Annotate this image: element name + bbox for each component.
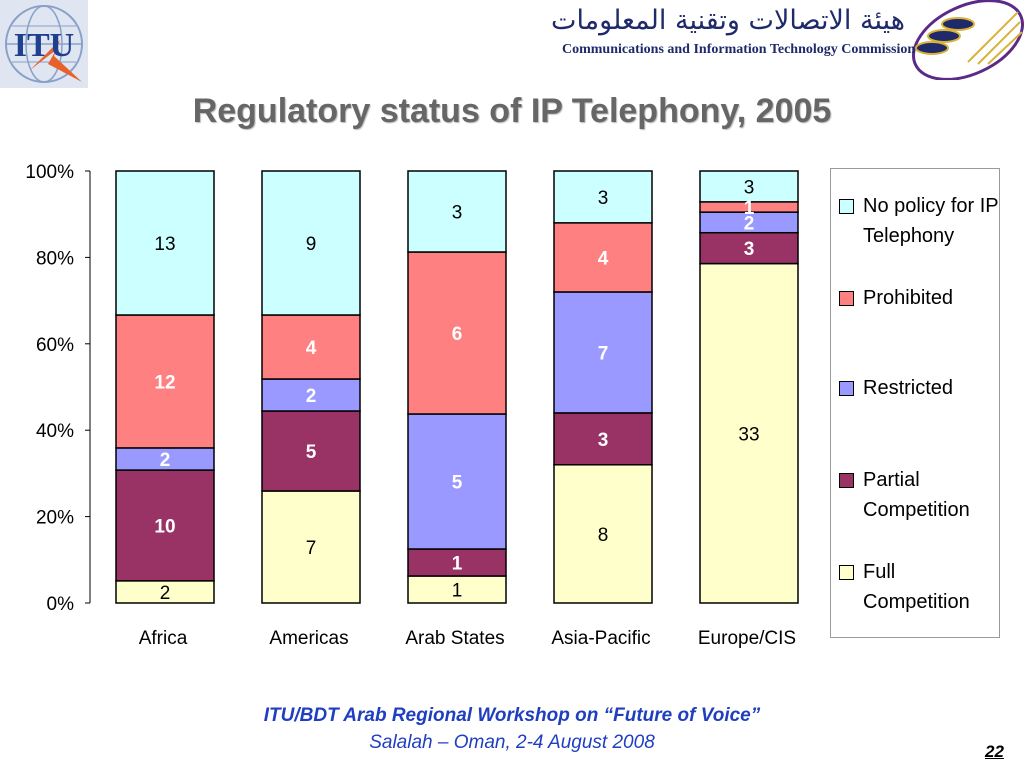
bar-segment (115, 314, 215, 449)
bar-data-label: 3 (598, 188, 609, 209)
y-tick-label: 60% (36, 335, 74, 356)
bar-data-label: 2 (306, 386, 317, 407)
bar-data-label: 33 (738, 424, 759, 445)
legend-item: Prohibited (839, 283, 1003, 313)
legend-item: No policy for IP Telephony (839, 191, 1003, 251)
bar-segment (407, 548, 507, 577)
legend-swatch (839, 565, 854, 580)
x-category-label: Arab States (405, 628, 504, 649)
legend-label: Restricted (863, 377, 954, 399)
bar-data-label: 4 (598, 248, 609, 269)
bar-data-label: 2 (744, 213, 755, 234)
legend-item: Restricted (839, 373, 1003, 403)
bar-segment (553, 291, 653, 414)
bar-data-label: 1 (452, 554, 463, 575)
chart-title: Regulatory status of IP Telephony, 2005 (192, 92, 832, 130)
bar-segment (407, 413, 507, 550)
legend-swatch (839, 291, 854, 306)
bar-data-label: 3 (744, 239, 755, 260)
legend-label: Prohibited (863, 287, 954, 309)
y-tick-label: 100% (25, 162, 74, 183)
bar-data-label: 8 (598, 525, 609, 546)
y-tick-label: 0% (47, 594, 75, 615)
bar-data-label: 2 (160, 583, 171, 604)
itu-logo-text: ITU (14, 27, 74, 64)
legend-item: Partial Competition (839, 465, 1003, 525)
bar-data-label: 12 (154, 372, 175, 393)
bar-segment (261, 378, 361, 412)
page-number: 22 (985, 742, 1004, 761)
bar-data-label: 5 (452, 473, 463, 494)
x-category-label: Americas (269, 628, 348, 649)
commission-name-english: Communications and Information Technolog… (562, 42, 916, 57)
legend-swatch (839, 381, 854, 396)
legend-swatch (839, 473, 854, 488)
bar-segment (261, 314, 361, 380)
bar-data-label: 3 (452, 203, 463, 224)
bar-segment (261, 410, 361, 492)
x-category-label: Asia-Pacific (551, 628, 650, 649)
bar-segment (699, 170, 799, 203)
bar-data-label: 13 (154, 234, 175, 255)
x-category-label: Europe/CIS (698, 628, 796, 649)
chart-legend: No policy for IP Telephony Prohibited Rest… (830, 168, 1000, 638)
bar-data-label: 6 (452, 324, 463, 345)
bar-data-label: 2 (160, 450, 171, 471)
legend-swatch (839, 199, 854, 214)
bar-segment (699, 231, 799, 265)
legend-label: Full Competition (863, 561, 970, 613)
bar-data-label: 7 (306, 538, 317, 559)
bar-segment (407, 251, 507, 415)
bar-data-label: 10 (154, 516, 175, 537)
bar-segment (115, 170, 215, 316)
commission-logo (548, 0, 1024, 81)
bar-data-label: 5 (306, 442, 317, 463)
x-category-label: Africa (139, 628, 188, 649)
bar-data-label: 1 (452, 581, 463, 602)
bar-data-label: 3 (598, 430, 609, 451)
bar-segment (261, 170, 361, 316)
y-tick-label: 20% (36, 508, 74, 529)
legend-label: No policy for IP Telephony (863, 195, 999, 247)
bar-data-label: 4 (306, 338, 317, 359)
bar-data-label: 7 (598, 343, 609, 364)
footer-event-location: Salalah – Oman, 2-4 August 2008 (369, 732, 655, 753)
bar-segment (261, 490, 361, 604)
y-tick-label: 80% (36, 248, 74, 269)
bar-segment (699, 262, 799, 604)
bar-data-label: 9 (306, 234, 317, 255)
bar-segment (407, 170, 507, 253)
bar-segment (553, 464, 653, 604)
footer-event-title: ITU/BDT Arab Regional Workshop on “Futur… (263, 705, 761, 726)
legend-label: Partial Competition (863, 469, 970, 521)
itu-logo: ITU (0, 0, 88, 88)
y-tick-label: 40% (36, 421, 74, 442)
bar-data-label: 1 (744, 198, 755, 219)
legend-item: Full Competition (839, 557, 1003, 617)
bar-data-label: 3 (744, 177, 755, 198)
bar-segment (553, 170, 653, 224)
commission-name-arabic: هيئة الاتصالات وتقنية المعلومات (551, 5, 905, 36)
bar-segment (115, 469, 215, 582)
